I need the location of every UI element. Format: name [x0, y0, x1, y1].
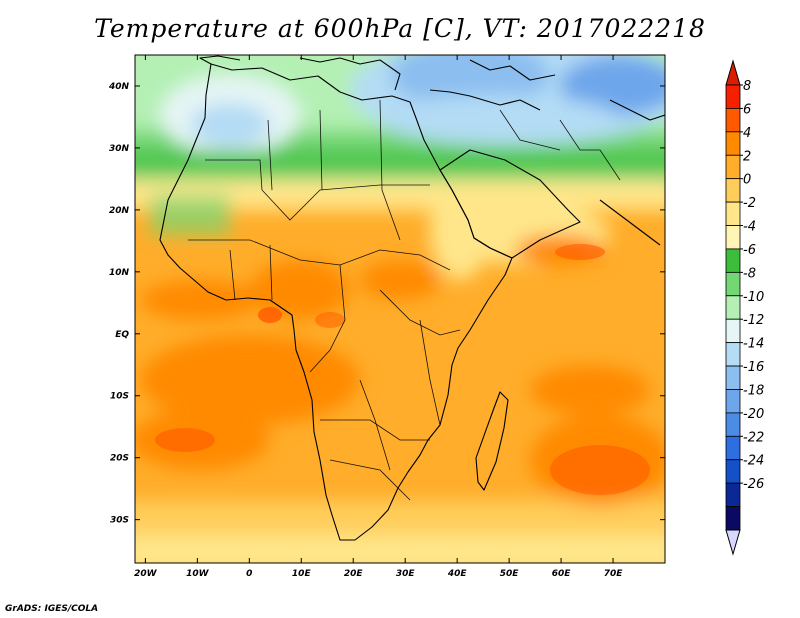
colorbar-label: -16	[743, 360, 764, 375]
lat-tick-label: 10N	[109, 268, 130, 278]
colorbar-label: -4	[743, 220, 756, 235]
colorbar-label: -14	[743, 337, 764, 352]
colorbar-segment	[725, 178, 741, 203]
colorbar-segment	[725, 482, 741, 507]
colorbar-label: -6	[743, 243, 756, 258]
lon-tick-label: 30E	[396, 569, 416, 579]
colorbar-segment	[725, 435, 741, 461]
longitude-axis: 20W 10W 0 10E 20E 30E 40E 50E 60E 70E	[134, 55, 623, 579]
colorbar-top-arrow	[725, 59, 741, 86]
colorbar-label: 2	[743, 149, 751, 164]
colorbar-segment	[725, 459, 741, 484]
colorbar-segment	[725, 318, 741, 344]
colorbar-label: 4	[743, 126, 751, 141]
colorbar-segment	[725, 271, 741, 297]
grads-credit: GrADS: IGES/COLA	[5, 604, 99, 614]
lat-tick-label: 30N	[109, 144, 130, 154]
colorbar-label: 6	[743, 102, 751, 117]
colorbar-label: 8	[743, 79, 751, 94]
colorbar-segment	[725, 342, 741, 367]
colorbar-segment	[725, 131, 741, 156]
map-title: Temperature at 600hPa [C], VT: 201702221…	[94, 14, 706, 43]
lat-tick-label: 20N	[109, 206, 130, 216]
lon-tick-label: 20W	[134, 569, 158, 579]
colorbar-label: -20	[743, 407, 764, 422]
colorbar-segment	[725, 295, 741, 320]
map-frame	[134, 54, 666, 564]
lat-tick-label: EQ	[115, 330, 129, 340]
colorbar-label: -18	[743, 383, 764, 398]
colorbar-segment	[725, 248, 741, 273]
colorbar-label: -12	[743, 313, 764, 328]
colorbar-label: -22	[743, 430, 764, 445]
colorbar-label: -26	[743, 477, 764, 492]
colorbar-segment	[725, 84, 741, 109]
lon-tick-label: 60E	[552, 569, 572, 579]
lat-tick-label: 20S	[110, 454, 129, 464]
lon-tick-label: 70E	[604, 569, 624, 579]
lon-tick-label: 20E	[344, 569, 364, 579]
colorbar-segment	[725, 108, 741, 133]
colorbar-segment	[725, 225, 741, 250]
colorbar-label: -8	[743, 266, 756, 281]
coastlines	[159, 55, 665, 541]
colorbar-label: 0	[743, 173, 751, 188]
country-borders	[188, 99, 621, 501]
lon-tick-label: 50E	[500, 569, 520, 579]
colorbar-label: -10	[743, 290, 764, 305]
colorbar-label: -2	[743, 196, 756, 211]
colorbar-segment	[725, 154, 741, 180]
colorbar-segment	[725, 506, 741, 531]
colorbar-segment	[725, 365, 741, 390]
lon-tick-label: 40E	[447, 569, 468, 579]
lat-tick-label: 30S	[110, 516, 129, 526]
lon-tick-label: 10E	[292, 569, 312, 579]
colorbar-bottom-arrow	[725, 529, 741, 556]
colorbar-segment	[725, 389, 741, 414]
colorbar: 8 6 4 2 0 -2 -4 -6 -8 -10 -12 -14 -16 -18 -20 -22 -24 -26	[725, 59, 764, 556]
colorbar-label: -24	[743, 454, 764, 469]
temperature-field	[135, 55, 665, 563]
lon-tick-label: 10W	[186, 569, 210, 579]
latitude-axis: 40N 30N 20N 10N EQ 10S 20S 30S	[108, 82, 665, 526]
lat-tick-label: 10S	[110, 392, 129, 402]
colorbar-segment	[725, 412, 741, 437]
lat-tick-label: 40N	[108, 82, 130, 92]
colorbar-segment	[725, 201, 741, 226]
lon-tick-label: 0	[246, 569, 252, 579]
